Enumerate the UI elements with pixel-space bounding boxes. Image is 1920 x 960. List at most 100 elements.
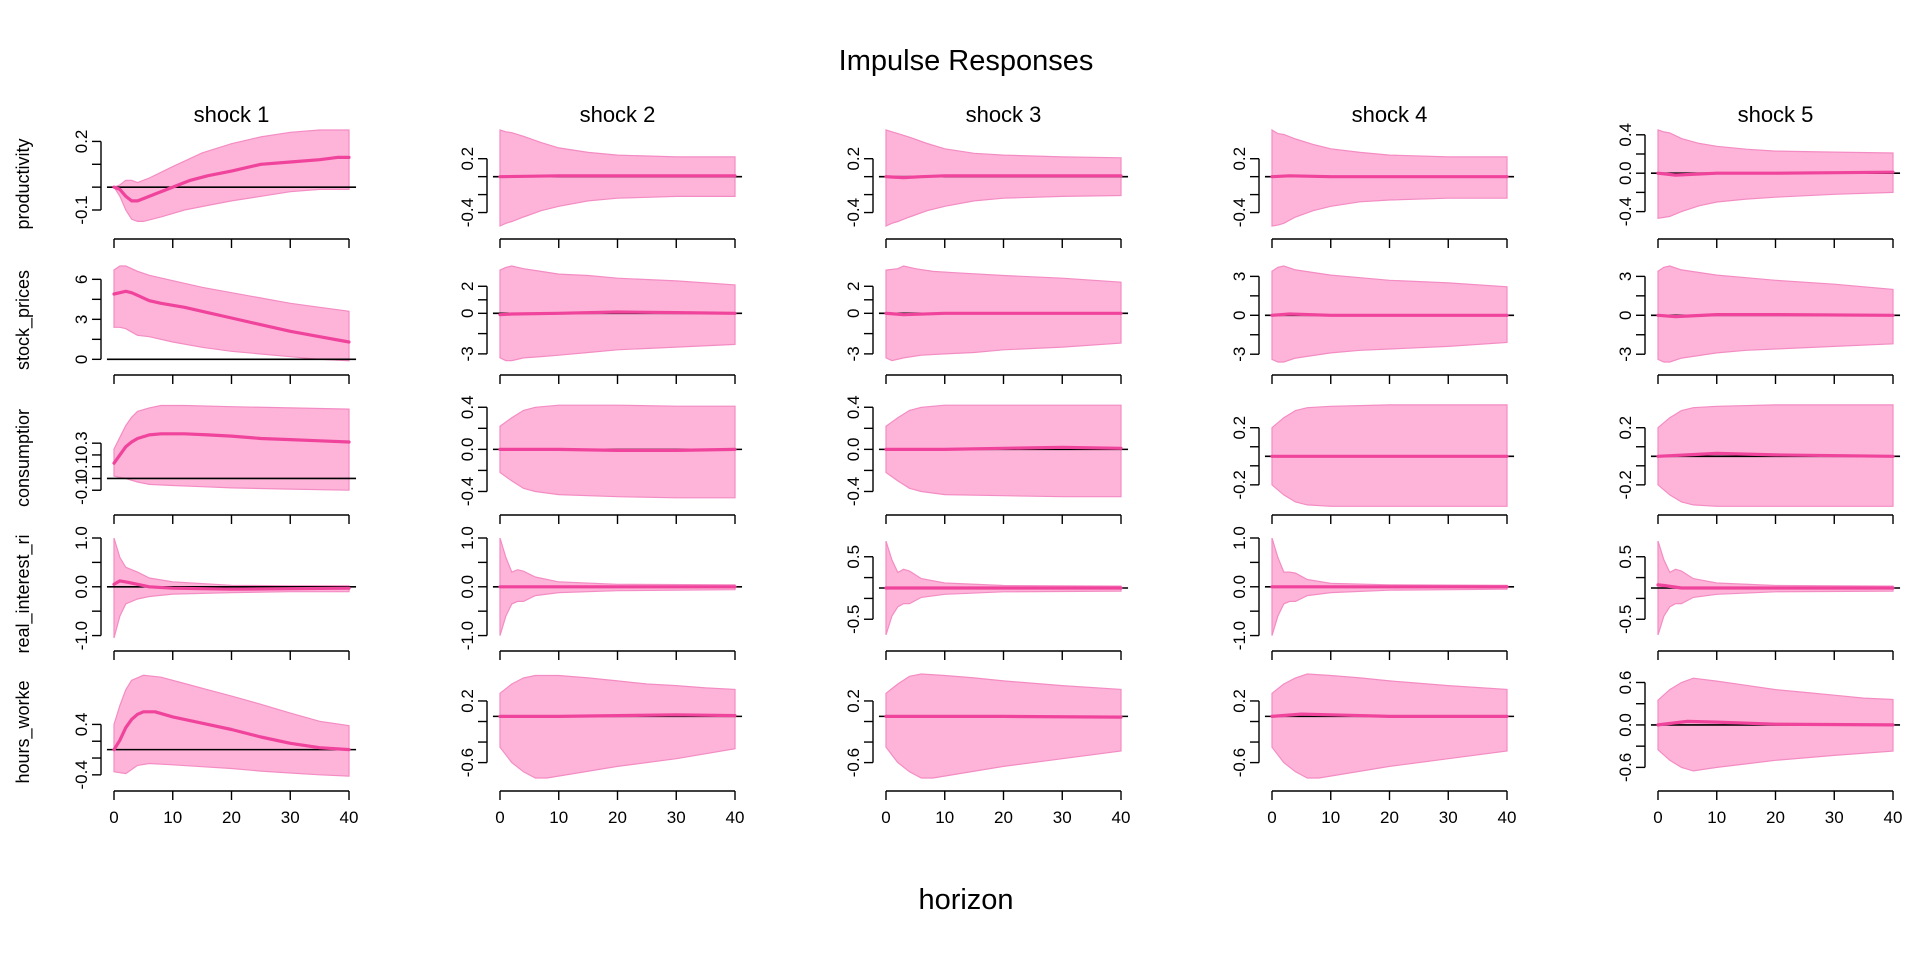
y-tick-label: 3 <box>1230 272 1249 281</box>
confidence-band <box>885 404 1122 498</box>
panel: -0.4 0.0 0.4 <box>458 395 743 524</box>
x-tick-label: 30 <box>667 808 686 827</box>
y-tick-label: 1.0 <box>1230 526 1249 550</box>
y-tick-label: -3 <box>458 346 477 361</box>
chart-title: Impulse Responses <box>839 45 1094 77</box>
median-line <box>112 155 351 203</box>
panel: -0.2 0.2 <box>1616 404 1901 524</box>
panel: -0.6 0.2 0 10 20 30 40 <box>458 674 744 827</box>
y-tick-label: -0.2 <box>1616 470 1635 499</box>
y-tick-label: 0.0 <box>1616 161 1635 185</box>
y-tick-label: 0.2 <box>1616 416 1635 440</box>
panel: -0.10.10.3 <box>72 404 357 524</box>
y-tick-label: -0.5 <box>1616 605 1635 634</box>
x-tick-label: 0 <box>109 808 118 827</box>
y-tick-label: 0.2 <box>458 689 477 713</box>
median-line <box>112 710 351 752</box>
median-line <box>112 289 351 344</box>
y-tick-label: 0.2 <box>844 689 863 713</box>
y-tick-label: 0.4 <box>844 395 863 419</box>
panel: -1.0 0.0 1.0 <box>72 526 357 660</box>
y-tick-label: 0.0 <box>458 438 477 462</box>
panel: -0.4 0.0 0.4 <box>844 395 1129 524</box>
y-tick-label: 1.0 <box>458 526 477 550</box>
x-tick-label: 10 <box>549 808 568 827</box>
panel: -0.6 0.2 0 10 20 30 40 <box>844 673 1130 827</box>
panel: -0.5 0.5 <box>1616 540 1901 660</box>
panel: -1.0 0.0 1.0 <box>1230 526 1515 660</box>
y-tick-label: 0.0 <box>1616 713 1635 737</box>
row-label: productivity <box>13 138 33 229</box>
y-tick-label: 0.0 <box>458 575 477 599</box>
y-tick-label: 0.0 <box>844 438 863 462</box>
y-tick-label: 0.2 <box>72 130 91 154</box>
y-tick-label: -0.1 <box>72 195 91 224</box>
y-tick-label: -0.6 <box>458 748 477 777</box>
panel: -0.4 0.4 0 10 20 30 40 <box>72 674 358 827</box>
y-tick-label: 0.2 <box>1230 147 1249 171</box>
panel: -3 0 3 <box>1616 265 1901 384</box>
column-title: shock 2 <box>580 102 656 127</box>
median-line <box>884 445 1123 451</box>
y-tick-label: -1.0 <box>458 621 477 650</box>
y-tick-label: 0.4 <box>72 713 91 737</box>
panel: -3 0 2 <box>844 265 1129 384</box>
confidence-band <box>885 129 1122 227</box>
x-tick-label: 40 <box>1884 808 1903 827</box>
x-tick-label: 40 <box>1498 808 1517 827</box>
panel: -0.5 0.5 <box>844 540 1129 660</box>
x-tick-label: 0 <box>1267 808 1276 827</box>
confidence-band <box>499 129 736 227</box>
x-tick-label: 20 <box>1380 808 1399 827</box>
y-tick-label: 2 <box>844 282 863 291</box>
panel: -1.0 0.0 1.0 <box>458 526 743 660</box>
panel: -0.6 0.2 0 10 20 30 40 <box>1230 673 1517 827</box>
y-tick-label: 0 <box>1616 311 1635 320</box>
y-tick-label: -0.4 <box>458 477 477 506</box>
y-tick-label: 0.3 <box>72 431 91 455</box>
y-tick-label: 0 <box>72 355 91 364</box>
y-tick-label: -3 <box>1616 347 1635 362</box>
y-tick-label: 0.1 <box>72 455 91 479</box>
y-tick-label: 3 <box>72 315 91 324</box>
x-tick-label: 20 <box>222 808 241 827</box>
median-line <box>112 432 351 465</box>
y-tick-label: 0.6 <box>1616 671 1635 695</box>
y-tick-label: -0.6 <box>1230 748 1249 777</box>
x-tick-label: 0 <box>495 808 504 827</box>
column-title: shock 3 <box>966 102 1042 127</box>
x-tick-label: 30 <box>281 808 300 827</box>
y-tick-label: 1.0 <box>72 526 91 550</box>
median-line <box>1656 451 1895 458</box>
median-line <box>1656 583 1895 590</box>
x-tick-label: 10 <box>1321 808 1340 827</box>
y-tick-label: 0.2 <box>458 147 477 171</box>
y-tick-label: 0 <box>1230 311 1249 320</box>
confidence-band <box>113 404 350 491</box>
confidence-band <box>1271 673 1508 779</box>
panel: 0 3 6 <box>72 265 357 384</box>
confidence-band <box>499 674 736 779</box>
row-label: stock_prices <box>13 270 34 370</box>
y-tick-label: -0.6 <box>844 748 863 777</box>
panel: -0.4 0.0 0.4 <box>1616 123 1901 248</box>
panel: -0.6 0.0 0.6 0 10 20 30 40 <box>1616 671 1902 827</box>
y-tick-label: -0.6 <box>1616 753 1635 782</box>
panel: -0.4 0.2 <box>1230 128 1515 248</box>
median-line <box>498 174 737 179</box>
y-tick-label: 0.2 <box>844 147 863 171</box>
panel: -3 0 2 <box>458 265 743 384</box>
y-tick-label: 0.2 <box>1230 416 1249 440</box>
y-tick-label: 6 <box>72 275 91 284</box>
row-label: consumptior <box>13 409 33 507</box>
median-line <box>498 713 737 719</box>
y-tick-label: -3 <box>844 346 863 361</box>
median-line <box>884 311 1123 317</box>
y-tick-label: 0.5 <box>844 545 863 569</box>
y-tick-label: 0.4 <box>458 395 477 419</box>
y-tick-label: -0.4 <box>844 198 863 227</box>
y-tick-label: 0.0 <box>72 575 91 599</box>
x-tick-label: 20 <box>608 808 627 827</box>
x-tick-label: 0 <box>881 808 890 827</box>
